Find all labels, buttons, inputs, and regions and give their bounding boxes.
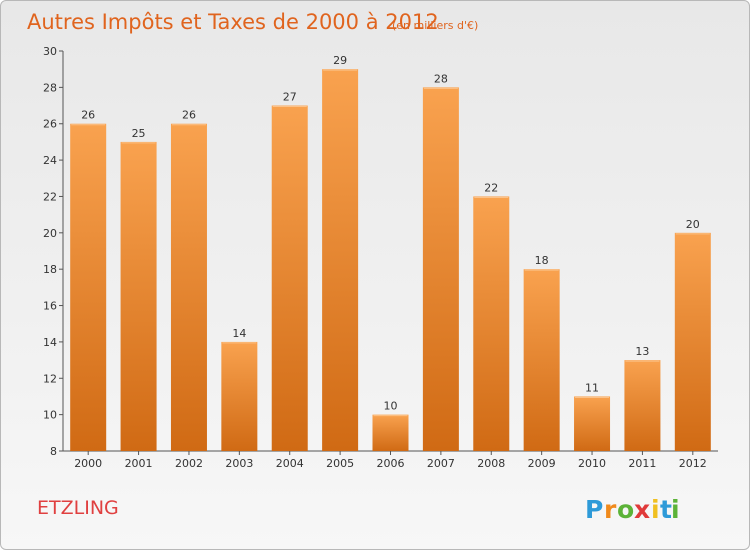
value-label-2004: 27 [283,91,297,104]
value-label-2012: 20 [686,218,700,231]
value-label-2002: 26 [182,109,196,122]
bars: 26 25 26 14 27 29 10 28 22 18 11 13 20 [70,54,711,452]
y-tick-label: 18 [43,263,57,276]
y-tick-label: 8 [50,445,57,458]
value-label-2006: 10 [384,400,398,413]
chart-subtitle: (en milliers d'€) [392,19,478,32]
x-tick-label-2006: 2006 [377,457,405,470]
logo-letter: P [585,495,603,524]
bar-2000 [70,123,107,452]
logo-letter: o [617,495,634,524]
axes: 8 10 12 14 16 18 20 22 24 26 28 30 2000 2001 2002 2003 2… [43,45,718,470]
bar-2002 [170,123,207,452]
chart-title: Autres Impôts et Taxes de 2000 à 2012 [27,10,439,34]
value-label-2003: 14 [232,327,246,340]
logo-letter: r [604,495,617,524]
bar-2007 [422,87,459,451]
y-tick-label: 30 [43,45,57,58]
bar-2011 [624,360,661,451]
x-tick-label-2000: 2000 [74,457,102,470]
y-tick-label: 22 [43,190,57,203]
y-tick-label: 24 [43,154,57,167]
x-tick-label-2003: 2003 [225,457,253,470]
logo-letter: t [660,495,672,524]
x-tick-label-2011: 2011 [628,457,656,470]
y-tick-label: 26 [43,118,57,131]
y-tick-label: 16 [43,300,57,313]
bar-2001 [120,141,157,451]
x-tick-label-2008: 2008 [477,457,505,470]
x-tick-label-2009: 2009 [528,457,556,470]
value-label-2008: 22 [484,181,498,194]
bar-2003 [221,341,258,451]
value-label-2011: 13 [635,345,649,358]
y-tick-label: 12 [43,372,57,385]
commune-label: ETZLING [37,497,119,519]
bar-2008 [473,196,510,451]
x-tick-label-2004: 2004 [276,457,304,470]
y-tick-label: 14 [43,336,57,349]
x-tick-label-2010: 2010 [578,457,606,470]
bar-2012 [674,232,711,451]
y-tick-label: 10 [43,409,57,422]
logo-letter: i [651,495,660,524]
value-label-2000: 26 [81,109,95,122]
bar-2010 [574,396,611,451]
bar-2004 [271,105,308,451]
value-label-2005: 29 [333,54,347,67]
logo-letter: x [634,495,650,524]
x-tick-label-2007: 2007 [427,457,455,470]
value-label-2001: 25 [132,127,146,140]
value-label-2010: 11 [585,381,599,394]
value-label-2009: 18 [535,254,549,267]
bar-2006 [372,414,409,451]
logo-letter: i [671,495,680,524]
x-tick-label-2002: 2002 [175,457,203,470]
bar-2009 [523,269,560,451]
bar-2005 [322,69,359,451]
value-label-2007: 28 [434,72,448,85]
x-tick-label-2012: 2012 [679,457,707,470]
y-tick-label: 20 [43,227,57,240]
x-tick-label-2001: 2001 [125,457,153,470]
y-tick-label: 28 [43,81,57,94]
x-tick-label-2005: 2005 [326,457,354,470]
